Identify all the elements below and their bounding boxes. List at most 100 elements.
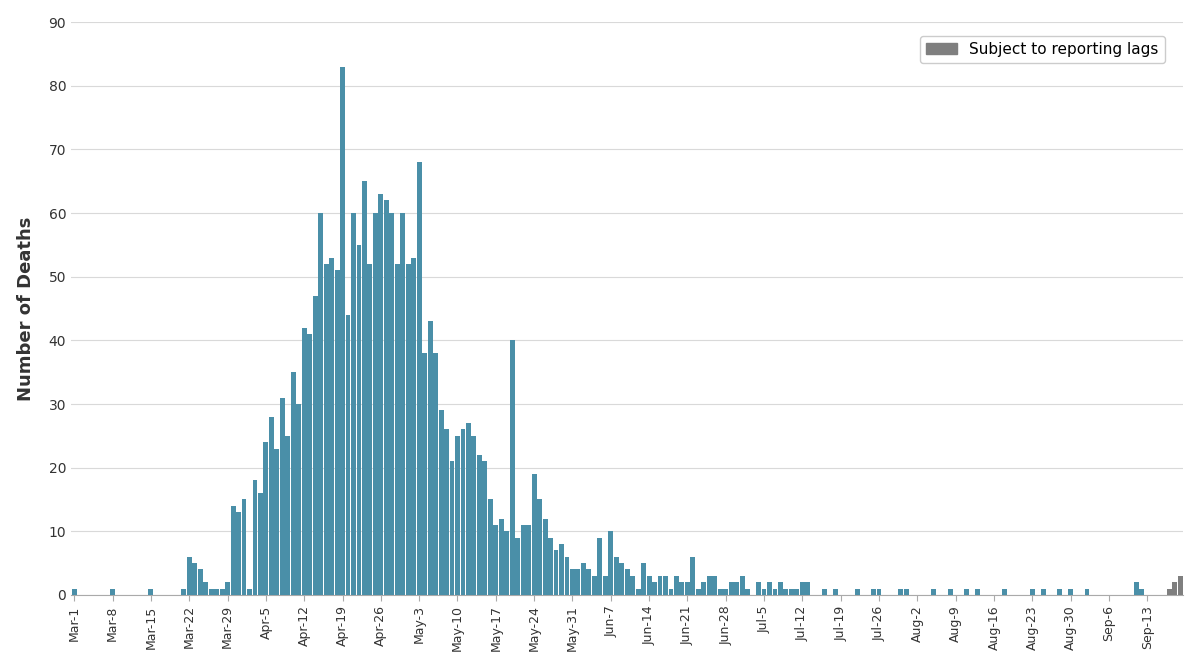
Bar <box>532 474 536 595</box>
Bar <box>290 372 295 595</box>
Bar <box>466 423 470 595</box>
Bar <box>352 213 356 595</box>
Bar <box>384 200 389 595</box>
Bar <box>209 589 214 595</box>
Bar <box>756 582 761 595</box>
Bar <box>800 582 805 595</box>
Bar <box>876 589 882 595</box>
Bar <box>450 462 455 595</box>
Bar <box>203 582 208 595</box>
Bar <box>553 550 558 595</box>
Bar <box>406 264 410 595</box>
Bar <box>794 589 799 595</box>
Bar <box>301 327 307 595</box>
Bar <box>713 576 718 595</box>
Bar <box>707 576 712 595</box>
Bar <box>1166 589 1171 595</box>
Bar <box>230 506 235 595</box>
Bar <box>181 589 186 595</box>
Bar <box>1030 589 1034 595</box>
Bar <box>899 589 904 595</box>
Y-axis label: Number of Deaths: Number of Deaths <box>17 216 35 401</box>
Bar <box>236 512 241 595</box>
Bar <box>72 589 77 595</box>
Bar <box>739 576 745 595</box>
Bar <box>1172 582 1177 595</box>
Bar <box>476 455 482 595</box>
Bar <box>871 589 876 595</box>
Bar <box>668 589 673 595</box>
Bar <box>773 589 778 595</box>
Bar <box>1134 582 1139 595</box>
Bar <box>948 589 953 595</box>
Bar <box>674 576 679 595</box>
Bar <box>482 462 487 595</box>
Bar <box>389 213 395 595</box>
Bar <box>1002 589 1007 595</box>
Bar <box>976 589 980 595</box>
Bar <box>696 589 701 595</box>
Bar <box>412 258 416 595</box>
Bar <box>1040 589 1045 595</box>
Bar <box>318 213 323 595</box>
Bar <box>264 442 269 595</box>
Bar <box>307 334 312 595</box>
Bar <box>324 264 329 595</box>
Bar <box>559 544 564 595</box>
Bar <box>356 245 361 595</box>
Bar <box>1085 589 1090 595</box>
Bar <box>788 589 794 595</box>
Bar <box>427 321 432 595</box>
Bar <box>619 563 624 595</box>
Bar <box>641 563 646 595</box>
Bar <box>1068 589 1073 595</box>
Bar <box>778 582 782 595</box>
Bar <box>822 589 827 595</box>
Bar <box>226 582 230 595</box>
Bar <box>252 480 258 595</box>
Bar <box>931 589 936 595</box>
Bar <box>416 162 421 595</box>
Bar <box>269 417 274 595</box>
Bar <box>608 531 613 595</box>
Bar <box>455 436 460 595</box>
Bar <box>286 436 290 595</box>
Bar <box>439 410 444 595</box>
Bar <box>367 264 372 595</box>
Bar <box>833 589 838 595</box>
Bar <box>433 353 438 595</box>
Bar <box>296 404 301 595</box>
Bar <box>964 589 970 595</box>
Bar <box>805 582 810 595</box>
Bar <box>548 538 553 595</box>
Bar <box>602 576 607 595</box>
Bar <box>613 556 619 595</box>
Bar <box>149 589 154 595</box>
Bar <box>504 531 509 595</box>
Bar <box>734 582 739 595</box>
Bar <box>564 556 570 595</box>
Bar <box>378 194 383 595</box>
Bar <box>598 538 602 595</box>
Bar <box>373 213 378 595</box>
Bar <box>904 589 908 595</box>
Bar <box>395 264 400 595</box>
Bar <box>664 576 668 595</box>
Bar <box>592 576 596 595</box>
Bar <box>854 589 859 595</box>
Bar <box>346 315 350 595</box>
Bar <box>685 582 690 595</box>
Bar <box>340 67 346 595</box>
Bar <box>636 589 641 595</box>
Bar <box>652 582 658 595</box>
Bar <box>220 589 224 595</box>
Bar <box>625 569 630 595</box>
Bar <box>461 430 466 595</box>
Bar <box>542 518 547 595</box>
Bar <box>647 576 652 595</box>
Bar <box>587 569 592 595</box>
Bar <box>1057 589 1062 595</box>
Bar <box>767 582 772 595</box>
Bar <box>280 397 284 595</box>
Bar <box>1177 576 1182 595</box>
